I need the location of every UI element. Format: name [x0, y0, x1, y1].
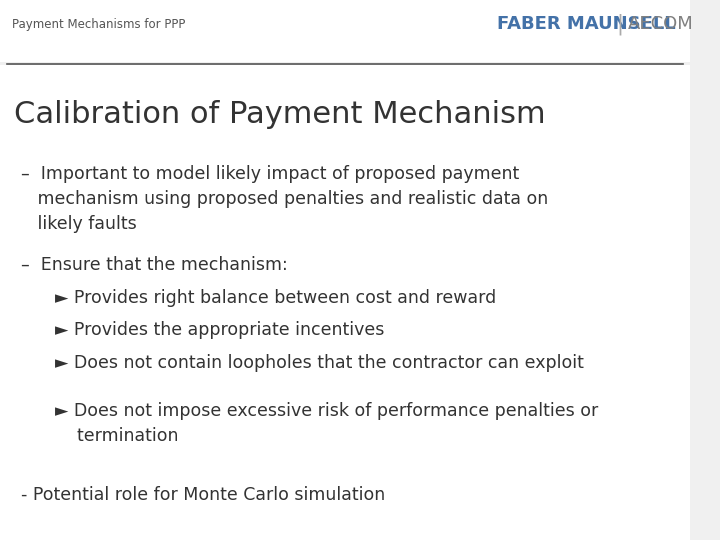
Text: AECOM: AECOM [628, 15, 694, 33]
Text: Calibration of Payment Mechanism: Calibration of Payment Mechanism [14, 100, 546, 129]
FancyBboxPatch shape [0, 65, 690, 540]
Text: |: | [616, 14, 624, 35]
Text: –  Important to model likely impact of proposed payment
   mechanism using propo: – Important to model likely impact of pr… [21, 165, 548, 233]
Text: ► Provides the appropriate incentives: ► Provides the appropriate incentives [55, 321, 384, 339]
Text: - Potential role for Monte Carlo simulation: - Potential role for Monte Carlo simulat… [21, 486, 385, 504]
Text: –  Ensure that the mechanism:: – Ensure that the mechanism: [21, 256, 287, 274]
Text: ► Does not impose excessive risk of performance penalties or
    termination: ► Does not impose excessive risk of perf… [55, 402, 598, 446]
Text: Payment Mechanisms for PPP: Payment Mechanisms for PPP [12, 18, 186, 31]
Text: ► Provides right balance between cost and reward: ► Provides right balance between cost an… [55, 289, 497, 307]
Text: FABER MAUNSELL: FABER MAUNSELL [497, 15, 675, 33]
FancyBboxPatch shape [0, 0, 690, 62]
Text: ► Does not contain loopholes that the contractor can exploit: ► Does not contain loopholes that the co… [55, 354, 584, 372]
